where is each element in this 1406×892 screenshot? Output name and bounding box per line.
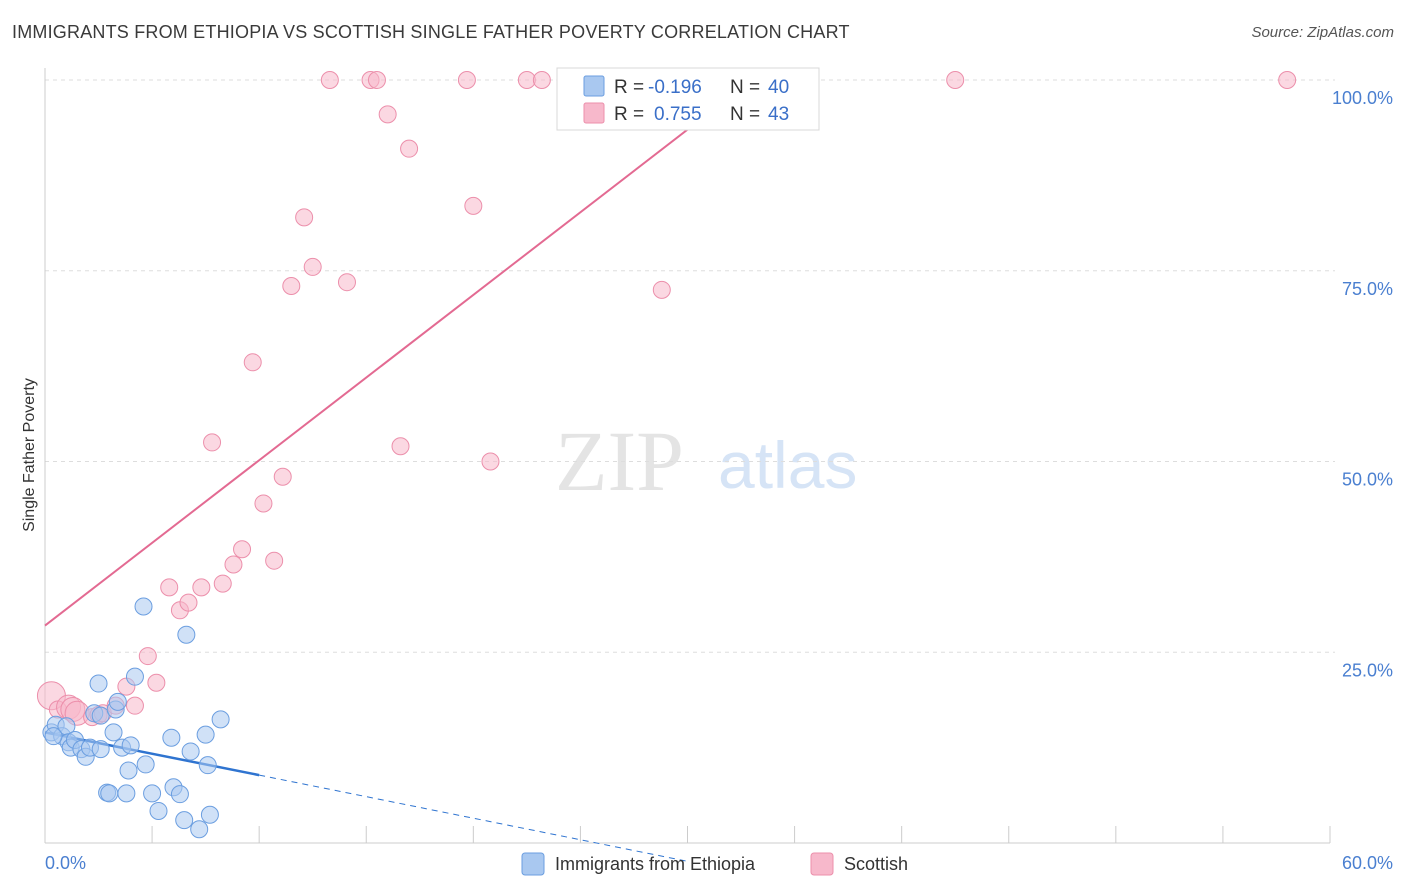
scottish-point-31 [367,71,386,89]
scottish-points [36,71,1297,727]
scottish-point-39 [532,71,551,89]
legend-r-value-ethiopia: -0.196 [648,77,702,98]
scottish-point-27 [303,257,322,276]
bottom-legend-label-scottish: Scottish [844,854,908,874]
ethiopia-point-38 [91,740,110,759]
scottish-point-37 [481,452,500,471]
ethiopia-point-21 [134,597,153,616]
legend-r-label-ethiopia: R = [614,77,644,98]
axes [44,68,1330,844]
legend-swatch-scottish [583,102,605,124]
legend-n-value-ethiopia: 40 [768,77,789,98]
bottom-legend-swatch-scottish [810,852,834,876]
scottish-point-16 [192,578,211,597]
bottom-legend-swatch-ethiopia [521,852,545,876]
legend-r-label-scottish: R = [614,104,644,125]
bottom-legend-label-ethiopia: Immigrants from Ethiopia [555,854,756,874]
legend-n-label-scottish: N = [730,104,760,125]
scottish-point-13 [160,578,179,597]
ethiopia-point-25 [162,728,181,747]
scottish-point-12 [147,673,166,692]
ethiopia-point-34 [200,805,219,824]
ethiopia-point-33 [198,756,217,775]
scottish-point-26 [295,208,314,227]
scottish-point-25 [282,277,301,296]
x-tick-marks [44,826,1331,843]
y-tick-label-100: 100.0% [1332,88,1393,108]
ethiopia-point-19 [121,736,140,755]
scottish-point-28 [320,71,339,89]
scottish-point-22 [254,494,273,513]
scottish-point-17 [203,433,222,452]
y-axis-label: Single Father Poverty [21,378,38,532]
scottish-point-10 [125,696,144,715]
x-tick-label-min: 0.0% [45,853,86,873]
ethiopia-point-28 [175,811,194,830]
scottish-point-43 [946,71,965,89]
scottish-point-34 [400,139,419,158]
scottish-point-18 [213,574,232,593]
scottish-point-20 [233,540,252,559]
ethiopia-point-39 [44,727,63,746]
ethiopia-point-22 [136,755,155,774]
scottish-point-24 [273,467,292,486]
ethiopia-point-32 [196,725,215,744]
ethiopia-point-31 [190,820,209,839]
legend-n-label-ethiopia: N = [730,77,760,98]
legend-box: R = -0.196 N = 40 R = 0.755 N = 43 [556,67,820,131]
source-label: Source: ZipAtlas.com [1251,24,1394,41]
chart-title: IMMIGRANTS FROM ETHIOPIA VS SCOTTISH SIN… [12,22,850,42]
ethiopia-points [42,597,230,839]
scottish-point-15 [179,593,198,612]
ethiopia-point-24 [149,801,168,820]
ethiopia-trend-line-extension [259,774,688,862]
scottish-point-44 [1278,71,1297,89]
grid-lines [45,79,1335,653]
y-tick-label-75: 75.0% [1342,279,1393,299]
y-tick-label-50: 50.0% [1342,470,1393,490]
bottom-legend: Immigrants from Ethiopia Scottish [521,852,908,876]
ethiopia-point-27 [170,785,189,804]
scottish-point-33 [391,437,410,456]
scottish-point-29 [337,273,356,292]
ethiopia-point-29 [177,625,196,644]
ethiopia-point-17 [117,784,136,803]
scottish-point-19 [224,555,243,574]
ethiopia-point-15 [108,692,127,711]
legend-swatch-ethiopia [583,75,605,97]
scottish-point-41 [652,280,671,299]
legend-r-value-scottish: 0.755 [654,104,702,125]
ethiopia-point-20 [125,667,144,686]
legend-n-value-scottish: 43 [768,104,789,125]
ethiopia-point-30 [181,742,200,761]
ethiopia-point-13 [104,723,123,742]
scottish-point-35 [457,71,476,89]
x-tick-label-max: 60.0% [1342,853,1393,873]
ethiopia-point-10 [89,674,108,693]
scottish-point-32 [378,105,397,124]
ethiopia-point-18 [119,761,138,780]
scottish-point-38 [517,71,536,89]
scottish-point-36 [464,196,483,215]
scottish-point-23 [265,551,284,570]
scottish-point-11 [138,647,157,666]
watermark-atlas: atlas [718,428,857,502]
y-tick-label-25: 25.0% [1342,660,1393,680]
scottish-trend-line [44,79,753,627]
ethiopia-point-23 [143,784,162,803]
ethiopia-point-37 [100,784,119,803]
scottish-point-21 [243,353,262,372]
ethiopia-point-35 [211,710,230,729]
ethiopia-point-12 [91,706,110,725]
y-tick-labels: 25.0% 50.0% 75.0% 100.0% [1332,88,1393,680]
